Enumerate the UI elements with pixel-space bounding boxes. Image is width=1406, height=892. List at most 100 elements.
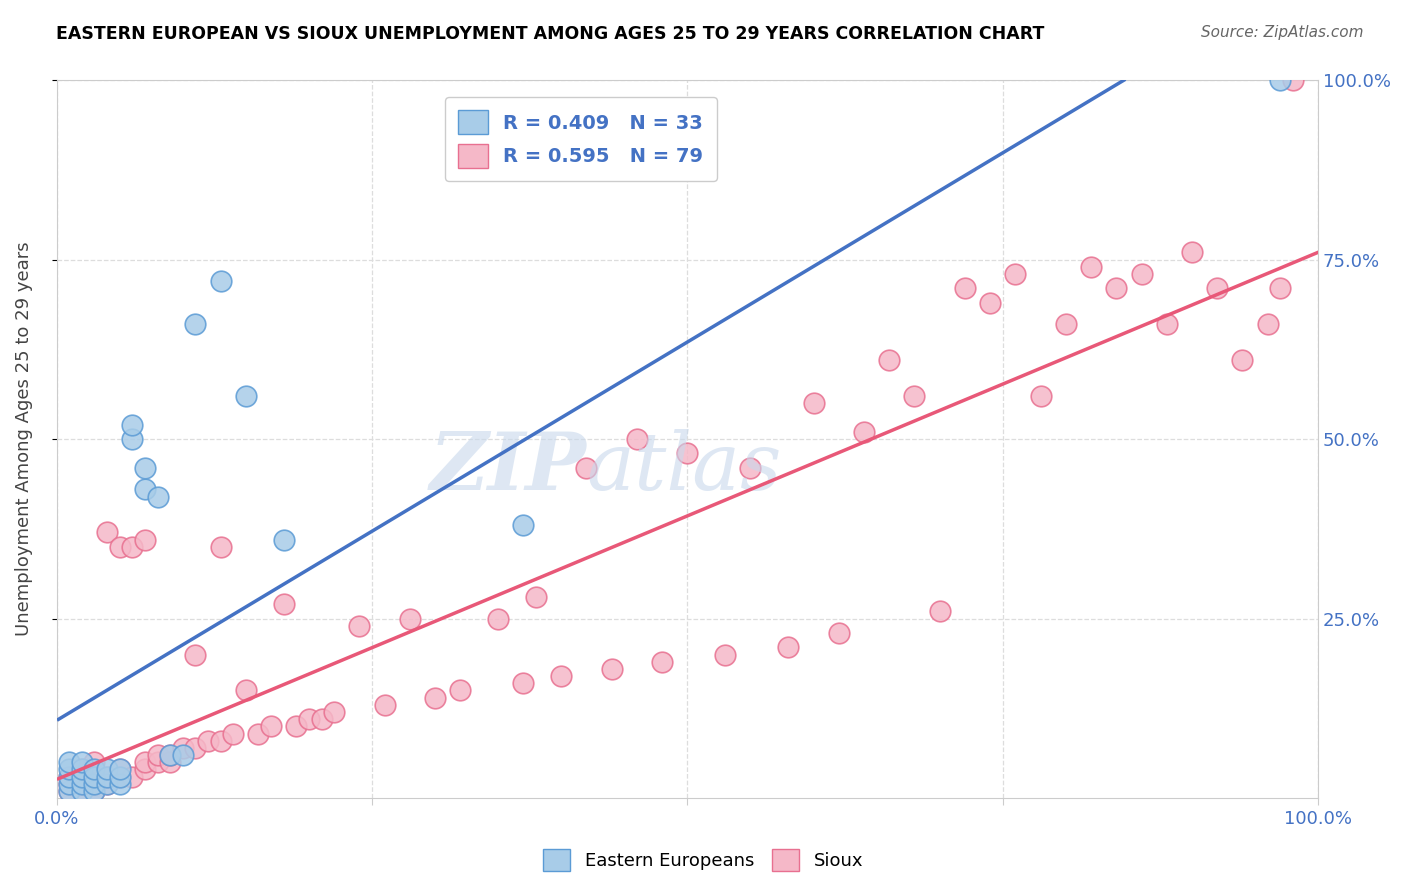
Point bbox=[778, 640, 800, 655]
Point bbox=[298, 712, 321, 726]
Point bbox=[1130, 267, 1153, 281]
Point bbox=[323, 705, 346, 719]
Point bbox=[184, 317, 207, 331]
Point bbox=[209, 274, 232, 288]
Point bbox=[121, 770, 143, 784]
Point bbox=[398, 611, 420, 625]
Legend: R = 0.409   N = 33, R = 0.595   N = 79: R = 0.409 N = 33, R = 0.595 N = 79 bbox=[444, 97, 717, 181]
Point bbox=[714, 648, 737, 662]
Point bbox=[70, 763, 93, 777]
Point bbox=[235, 389, 257, 403]
Point bbox=[146, 756, 169, 770]
Point bbox=[83, 777, 105, 791]
Point bbox=[740, 460, 762, 475]
Point bbox=[108, 777, 131, 791]
Point bbox=[1257, 317, 1279, 331]
Point bbox=[58, 770, 80, 784]
Point bbox=[247, 726, 270, 740]
Point bbox=[83, 770, 105, 784]
Point bbox=[70, 784, 93, 798]
Point bbox=[83, 770, 105, 784]
Point bbox=[83, 777, 105, 791]
Point bbox=[58, 784, 80, 798]
Point bbox=[58, 777, 80, 791]
Point bbox=[70, 784, 93, 798]
Point bbox=[96, 777, 118, 791]
Point bbox=[96, 770, 118, 784]
Point bbox=[134, 533, 156, 547]
Point bbox=[184, 648, 207, 662]
Point bbox=[1105, 281, 1128, 295]
Point bbox=[575, 460, 598, 475]
Point bbox=[108, 770, 131, 784]
Point bbox=[83, 784, 105, 798]
Point bbox=[134, 483, 156, 497]
Point bbox=[1270, 281, 1292, 295]
Text: EASTERN EUROPEAN VS SIOUX UNEMPLOYMENT AMONG AGES 25 TO 29 YEARS CORRELATION CHA: EASTERN EUROPEAN VS SIOUX UNEMPLOYMENT A… bbox=[56, 25, 1045, 43]
Point bbox=[184, 740, 207, 755]
Point bbox=[58, 784, 80, 798]
Point bbox=[1080, 260, 1102, 274]
Point bbox=[134, 763, 156, 777]
Point bbox=[159, 756, 181, 770]
Point bbox=[121, 432, 143, 446]
Point bbox=[83, 756, 105, 770]
Point bbox=[1270, 73, 1292, 87]
Point bbox=[1054, 317, 1077, 331]
Text: atlas: atlas bbox=[586, 429, 782, 507]
Point bbox=[146, 747, 169, 762]
Point bbox=[928, 604, 950, 618]
Point bbox=[70, 777, 93, 791]
Point bbox=[108, 770, 131, 784]
Point bbox=[70, 777, 93, 791]
Point bbox=[209, 733, 232, 747]
Point bbox=[146, 490, 169, 504]
Text: ZIP: ZIP bbox=[430, 429, 586, 507]
Point bbox=[121, 417, 143, 432]
Point bbox=[524, 590, 547, 604]
Point bbox=[260, 719, 283, 733]
Point bbox=[121, 540, 143, 554]
Point bbox=[96, 777, 118, 791]
Point bbox=[108, 540, 131, 554]
Point bbox=[197, 733, 219, 747]
Point bbox=[853, 425, 876, 439]
Point bbox=[877, 353, 900, 368]
Point bbox=[159, 747, 181, 762]
Point bbox=[1181, 245, 1204, 260]
Point bbox=[172, 747, 194, 762]
Point bbox=[134, 460, 156, 475]
Point bbox=[1206, 281, 1229, 295]
Point bbox=[70, 770, 93, 784]
Point bbox=[676, 446, 699, 460]
Legend: Eastern Europeans, Sioux: Eastern Europeans, Sioux bbox=[536, 842, 870, 879]
Point bbox=[512, 518, 534, 533]
Point bbox=[58, 770, 80, 784]
Point bbox=[550, 669, 572, 683]
Point bbox=[1029, 389, 1052, 403]
Point bbox=[903, 389, 925, 403]
Point bbox=[600, 662, 623, 676]
Point bbox=[273, 533, 295, 547]
Point bbox=[108, 763, 131, 777]
Point bbox=[83, 763, 105, 777]
Point bbox=[651, 655, 673, 669]
Point bbox=[349, 619, 371, 633]
Point bbox=[953, 281, 976, 295]
Point bbox=[1004, 267, 1026, 281]
Point bbox=[235, 683, 257, 698]
Point bbox=[96, 763, 118, 777]
Point bbox=[96, 770, 118, 784]
Point bbox=[311, 712, 333, 726]
Text: Source: ZipAtlas.com: Source: ZipAtlas.com bbox=[1201, 25, 1364, 40]
Point bbox=[209, 540, 232, 554]
Point bbox=[979, 295, 1001, 310]
Point bbox=[70, 770, 93, 784]
Point bbox=[1232, 353, 1254, 368]
Point bbox=[374, 698, 396, 712]
Point bbox=[423, 690, 446, 705]
Point bbox=[273, 597, 295, 611]
Y-axis label: Unemployment Among Ages 25 to 29 years: Unemployment Among Ages 25 to 29 years bbox=[15, 242, 32, 636]
Point bbox=[172, 740, 194, 755]
Point bbox=[512, 676, 534, 690]
